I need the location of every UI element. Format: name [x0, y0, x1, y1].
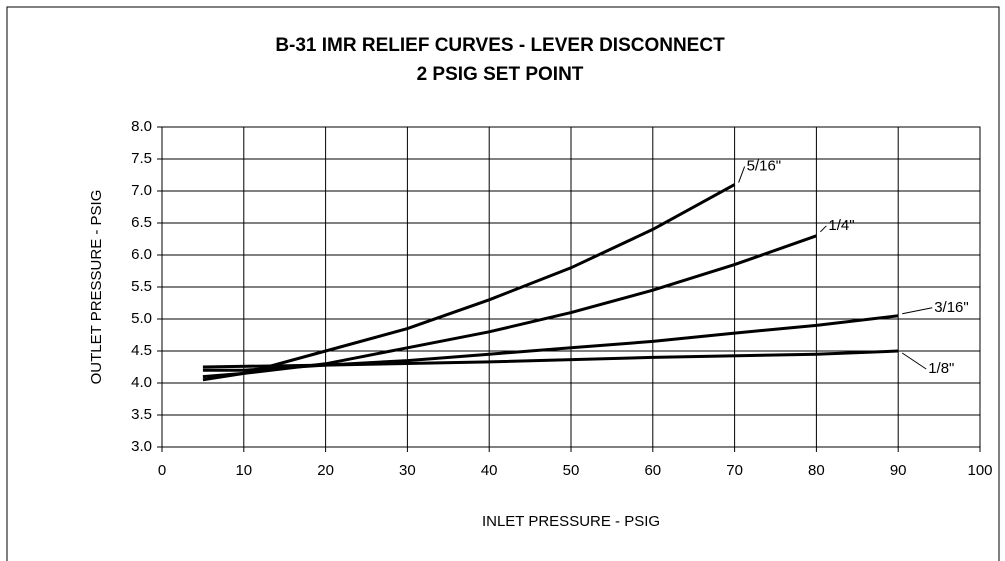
chart-title: B-31 IMR RELIEF CURVES - LEVER DISCONNEC…: [275, 35, 725, 56]
plot-area: [161, 126, 981, 448]
x-tick-label: 50: [563, 462, 580, 479]
x-tick-label: 40: [481, 462, 498, 479]
y-tick-label: 3.0: [131, 438, 152, 455]
y-tick-label: 5.5: [131, 278, 152, 295]
series-label: 1/4": [828, 217, 854, 234]
label-leader: [738, 166, 746, 183]
y-tick-label: 8.0: [131, 118, 152, 135]
y-tick-label: 6.5: [131, 214, 152, 231]
y-tick-label: 5.0: [131, 310, 152, 327]
y-tick-label: 7.5: [131, 150, 152, 167]
x-tick-label: 90: [890, 462, 907, 479]
y-tick-label: 6.0: [131, 246, 152, 263]
x-tick-label: 10: [235, 462, 252, 479]
series-label: 3/16": [934, 299, 969, 316]
x-tick-label: 20: [317, 462, 334, 479]
y-tick-label: 7.0: [131, 182, 152, 199]
series-line: [202, 234, 817, 379]
x-tick-label: 80: [808, 462, 825, 479]
label-leader: [901, 352, 927, 370]
x-tick-label: 30: [399, 462, 416, 479]
y-tick-label: 3.5: [131, 406, 152, 423]
y-tick-label: 4.0: [131, 374, 152, 391]
y-tick-label: 4.5: [131, 342, 152, 359]
series-label: 5/16": [747, 158, 782, 175]
series-line: [202, 314, 899, 372]
x-tick-label: 0: [158, 462, 166, 479]
chart-subtitle: 2 PSIG SET POINT: [417, 64, 584, 85]
x-axis-label: INLET PRESSURE - PSIG: [482, 513, 660, 530]
series-label: 1/8": [928, 360, 954, 377]
x-tick-label: 70: [726, 462, 743, 479]
x-tick-label: 100: [967, 462, 992, 479]
y-axis-label: OUTLET PRESSURE - PSIG: [88, 190, 105, 385]
label-leader: [902, 307, 933, 315]
series-line: [202, 349, 899, 369]
frame: [6, 6, 1000, 561]
label-leader: [820, 225, 827, 233]
x-tick-label: 60: [644, 462, 661, 479]
